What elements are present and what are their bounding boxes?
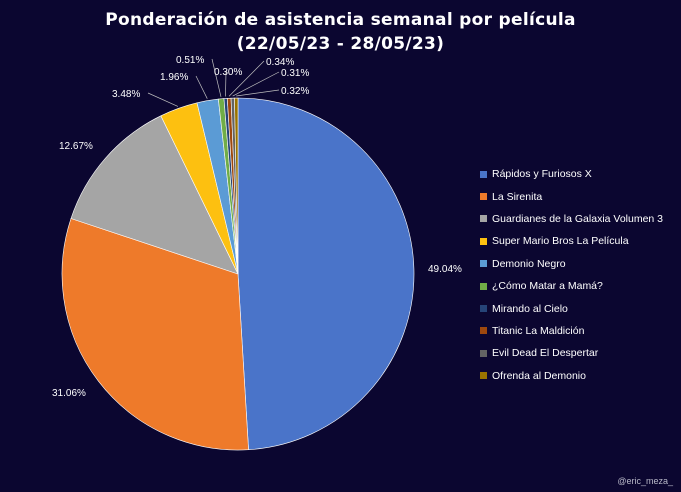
- data-label-7: 0.34%: [266, 57, 294, 68]
- leader-line-6: [225, 70, 227, 97]
- data-label-1: 31.06%: [52, 388, 86, 399]
- watermark: @eric_meza_: [617, 476, 673, 486]
- legend-item-5: ¿Cómo Matar a Mamá?: [480, 275, 663, 297]
- chart-legend: Rápidos y Furiosos X La Sirenita Guardiane…: [480, 163, 663, 387]
- legend-swatch: [480, 349, 487, 357]
- legend-item-4: Demonio Negro: [480, 253, 663, 275]
- legend-swatch: [480, 282, 487, 290]
- legend-swatch: [480, 215, 487, 223]
- chart-title: Ponderación de asistencia semanal por pe…: [0, 8, 681, 56]
- pie-slice-1: [61, 218, 249, 451]
- data-label-9: 0.32%: [281, 86, 309, 97]
- data-label-0: 49.04%: [428, 264, 462, 275]
- pie-slice-9: [234, 97, 239, 275]
- legend-item-0: Rápidos y Furiosos X: [480, 163, 663, 185]
- data-label-3: 3.48%: [112, 89, 140, 100]
- legend-label: Ofrenda al Demonio: [492, 369, 586, 382]
- legend-label: Rápidos y Furiosos X: [492, 168, 592, 181]
- legend-item-6: Mirando al Cielo: [480, 297, 663, 319]
- legend-swatch: [480, 237, 487, 245]
- legend-swatch: [480, 170, 487, 178]
- legend-label: Super Mario Bros La Película: [492, 235, 629, 248]
- legend-item-3: Super Mario Bros La Película: [480, 230, 663, 252]
- legend-label: Evil Dead El Despertar: [492, 347, 599, 360]
- pie-slice-2: [70, 115, 239, 275]
- legend-item-8: Evil Dead El Despertar: [480, 342, 663, 364]
- legend-swatch: [480, 305, 487, 313]
- chart-title-line-1: Ponderación de asistencia semanal por pe…: [105, 10, 576, 30]
- legend-label: Mirando al Cielo: [492, 302, 568, 315]
- legend-item-2: Guardianes de la Galaxia Volumen 3: [480, 208, 663, 230]
- legend-item-9: Ofrenda al Demonio: [480, 365, 663, 387]
- legend-label: ¿Cómo Matar a Mamá?: [492, 280, 603, 293]
- legend-label: La Sirenita: [492, 190, 543, 203]
- legend-label: Guardianes de la Galaxia Volumen 3: [492, 212, 664, 225]
- pie-slice-0: [237, 97, 415, 451]
- chart-title-line-2: (22/05/23 - 28/05/23): [236, 34, 445, 54]
- legend-item-1: La Sirenita: [480, 185, 663, 207]
- legend-swatch: [480, 372, 487, 380]
- leader-line-8: [232, 71, 280, 97]
- leader-line-3: [147, 92, 179, 107]
- legend-label: Titanic La Maldición: [492, 324, 585, 337]
- data-label-5: 0.51%: [176, 55, 204, 66]
- leader-line-5: [211, 58, 222, 97]
- legend-swatch: [480, 327, 487, 335]
- legend-swatch: [480, 193, 487, 201]
- leader-line-4: [195, 75, 208, 99]
- data-label-8: 0.31%: [281, 68, 309, 79]
- data-label-6: 0.30%: [214, 67, 242, 78]
- leader-line-9: [236, 89, 280, 97]
- legend-swatch: [480, 260, 487, 268]
- legend-item-7: Titanic La Maldición: [480, 320, 663, 342]
- data-label-2: 12.67%: [59, 141, 93, 152]
- data-label-4: 1.96%: [160, 72, 188, 83]
- legend-label: Demonio Negro: [492, 257, 566, 270]
- leader-line-7: [228, 60, 265, 97]
